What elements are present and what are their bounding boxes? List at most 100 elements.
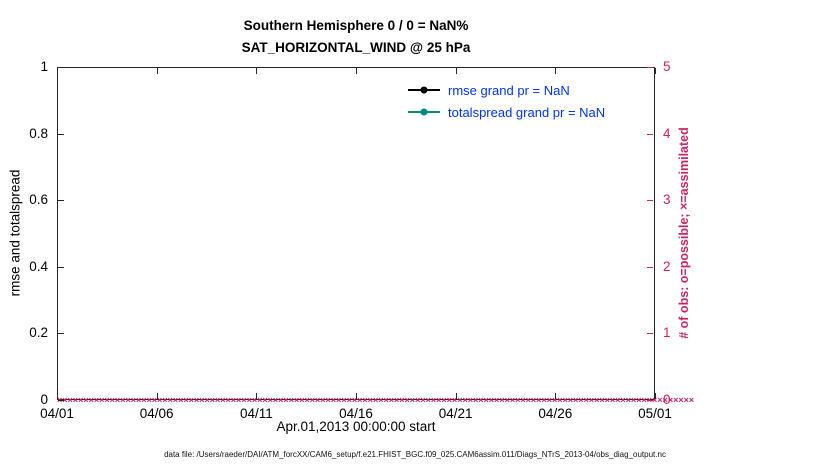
- obs-x-marker: ×: [299, 395, 305, 405]
- obs-x-marker: ×: [193, 395, 200, 405]
- obs-x-marker: ×: [214, 395, 221, 405]
- obs-x-marker: ×: [309, 395, 316, 405]
- y-tick-mark-left: [58, 267, 64, 268]
- obs-x-marker: ×: [530, 395, 537, 405]
- obs-x-marker: ×: [367, 395, 373, 405]
- obs-x-marker: ×: [536, 395, 542, 405]
- obs-x-marker: ×: [135, 395, 142, 405]
- obs-x-marker: ×: [436, 395, 442, 405]
- obs-x-marker: ×: [478, 395, 484, 405]
- obs-x-marker: ×: [599, 395, 605, 405]
- y-tick-label-left: 1: [40, 59, 48, 74]
- obs-x-marker: ×: [383, 395, 389, 405]
- obs-x-marker: ×: [315, 395, 321, 405]
- obs-x-marker: ×: [162, 395, 168, 405]
- obs-x-marker: ×: [404, 395, 410, 405]
- rmse-marker-dot: [420, 86, 428, 94]
- y-axis-label-right: # of obs: o=possible; ×=assimilated: [677, 127, 691, 339]
- obs-x-marker: ×: [483, 395, 489, 405]
- x-axis-label: Apr.01,2013 00:00:00 start: [276, 419, 436, 434]
- obs-x-marker: ×: [678, 395, 684, 405]
- obs-x-marker: ×: [425, 395, 431, 405]
- obs-x-marker: ×: [430, 395, 437, 405]
- obs-x-marker: ×: [546, 395, 552, 405]
- y-tick-mark-left: [58, 333, 64, 334]
- obs-x-marker: ×: [636, 395, 642, 405]
- obs-x-marker: ×: [325, 395, 331, 405]
- obs-x-marker: ×: [172, 395, 179, 405]
- y-tick-mark-right: [647, 333, 653, 334]
- y-tick-label-right: 4: [663, 125, 671, 141]
- obs-x-marker: ×: [472, 395, 479, 405]
- x-tick-mark-bottom: [356, 393, 357, 399]
- obs-x-marker: ×: [304, 395, 310, 405]
- obs-x-marker: ×: [420, 395, 426, 405]
- y-tick-mark-right: [647, 267, 653, 268]
- obs-x-marker: ×: [62, 395, 68, 405]
- legend: rmse grand pr = NaN totalspread grand pr…: [408, 79, 605, 123]
- obs-x-marker: ×: [357, 395, 363, 405]
- obs-x-marker: ×: [630, 395, 637, 405]
- y-tick-mark-left: [58, 134, 64, 135]
- y-tick-label-right: 2: [663, 258, 671, 274]
- obs-x-marker: ×: [625, 395, 631, 405]
- chart-title-line1: Southern Hemisphere 0 / 0 = NaN%: [243, 18, 469, 33]
- legend-row-rmse: rmse grand pr = NaN: [408, 79, 605, 101]
- obs-x-marker: ×: [283, 395, 289, 405]
- obs-x-marker: ×: [341, 395, 347, 405]
- obs-x-marker: ×: [609, 395, 616, 405]
- obs-x-marker: ×: [567, 395, 574, 405]
- obs-x-marker: ×: [657, 395, 663, 405]
- obs-x-marker: ×: [667, 395, 674, 405]
- obs-x-marker: ×: [409, 395, 416, 405]
- plot-area: [57, 67, 655, 400]
- obs-x-marker: ×: [457, 395, 463, 405]
- legend-row-totalspread: totalspread grand pr = NaN: [408, 101, 605, 123]
- x-tick-label: 04/16: [339, 406, 373, 421]
- x-tick-label: 04/06: [139, 406, 174, 421]
- obs-x-marker: ×: [241, 395, 247, 405]
- obs-x-marker: ×: [494, 395, 500, 405]
- y-tick-label-left: 0.8: [29, 125, 48, 141]
- obs-x-marker: ×: [246, 395, 252, 405]
- obs-x-marker: ×: [446, 395, 452, 405]
- y-tick-label-right: 0: [663, 392, 671, 407]
- x-tick-mark-top: [256, 68, 257, 74]
- obs-x-marker: ×: [578, 395, 584, 405]
- obs-x-marker: ×: [167, 395, 173, 405]
- data-file-footnote: data file: /Users/raeder/DAI/ATM_forcXX/…: [164, 450, 666, 459]
- obs-x-marker: ×: [504, 395, 510, 405]
- obs-x-marker: ×: [330, 395, 337, 405]
- obs-x-marker: ×: [515, 395, 521, 405]
- obs-x-marker: ×: [557, 395, 563, 405]
- obs-x-marker: ×: [652, 395, 658, 405]
- obs-x-marker: ×: [204, 395, 210, 405]
- obs-x-marker: ×: [604, 395, 610, 405]
- obs-x-marker: ×: [120, 395, 126, 405]
- x-tick-mark-bottom: [256, 393, 257, 399]
- y-tick-label-right: 1: [663, 325, 671, 341]
- obs-x-marker: ×: [178, 395, 184, 405]
- obs-x-marker: ×: [499, 395, 505, 405]
- obs-x-marker: ×: [151, 395, 158, 405]
- obs-x-marker: ×: [683, 395, 689, 405]
- y-tick-label-left: 0: [40, 392, 48, 407]
- x-tick-mark-bottom: [456, 393, 457, 399]
- obs-x-marker: ×: [188, 395, 194, 405]
- legend-label-totalspread: totalspread grand pr = NaN: [448, 104, 606, 120]
- obs-x-marker: ×: [262, 395, 268, 405]
- rmse-line-swatch: [408, 86, 440, 94]
- y-tick-mark-right: [647, 200, 653, 201]
- obs-x-marker: ×: [573, 395, 579, 405]
- x-tick-label: 04/01: [40, 406, 74, 421]
- obs-x-marker: ×: [562, 395, 568, 405]
- y-tick-mark-left: [58, 200, 64, 201]
- y-tick-label-left: 0.2: [29, 325, 48, 341]
- obs-x-marker: ×: [320, 395, 326, 405]
- obs-x-marker: ×: [93, 395, 100, 405]
- obs-x-marker: ×: [641, 395, 647, 405]
- obs-x-marker: ×: [362, 395, 368, 405]
- obs-x-marker: ×: [336, 395, 342, 405]
- obs-x-marker: ×: [83, 395, 89, 405]
- obs-x-marker: ×: [541, 395, 547, 405]
